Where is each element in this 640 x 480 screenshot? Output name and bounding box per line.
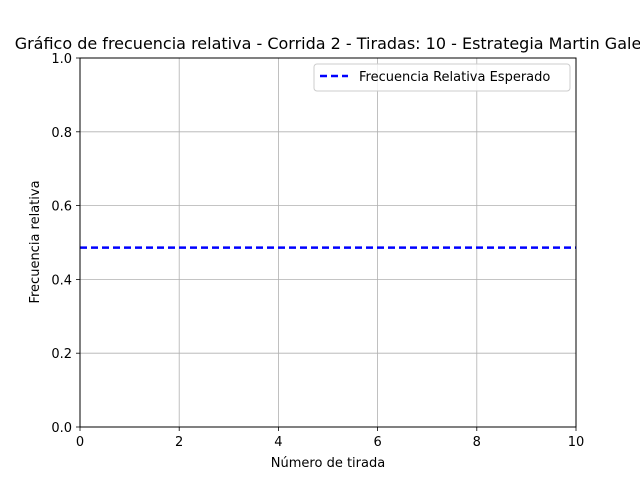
y-tick-label: 0.6 xyxy=(51,200,72,215)
plot-frame xyxy=(79,57,577,428)
y-tick-label: 0.2 xyxy=(51,347,72,362)
y-tick-label: 0.4 xyxy=(51,273,72,288)
x-axis-ticks: 0 2 4 6 8 10 xyxy=(76,427,584,450)
y-axis-ticks: 0.0 0.2 0.4 0.6 0.8 1.0 xyxy=(51,52,80,436)
y-axis-label: Frecuencia relativa xyxy=(28,180,43,303)
plot-area xyxy=(80,58,576,427)
x-tick-label: 10 xyxy=(568,435,585,450)
x-axis-label: Número de tirada xyxy=(271,456,385,471)
legend-label: Frecuencia Relativa Esperado xyxy=(359,70,550,85)
y-tick-label: 0.8 xyxy=(51,126,72,141)
y-tick-label: 1.0 xyxy=(51,52,72,67)
x-tick-label: 0 xyxy=(76,435,84,450)
x-tick-label: 4 xyxy=(274,435,282,450)
x-tick-label: 2 xyxy=(175,435,183,450)
x-tick-label: 8 xyxy=(473,435,481,450)
grid xyxy=(79,57,577,428)
legend: Frecuencia Relativa Esperado xyxy=(313,63,571,92)
y-tick-label: 0.0 xyxy=(51,421,72,436)
legend-box xyxy=(313,63,571,92)
x-tick-label: 6 xyxy=(373,435,381,450)
chart-title: Gráfico de frecuencia relativa - Corrida… xyxy=(15,34,640,53)
